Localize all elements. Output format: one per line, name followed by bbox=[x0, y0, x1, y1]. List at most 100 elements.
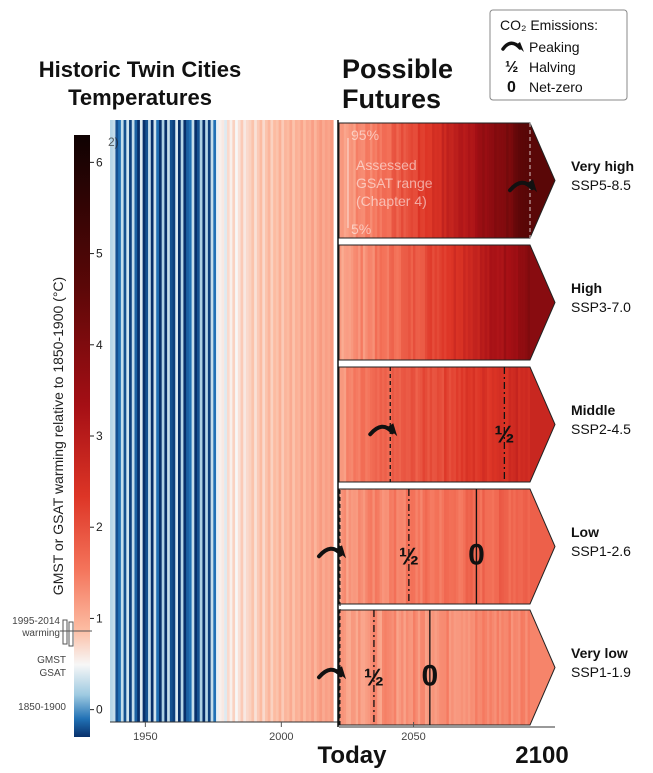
scenario-code: SSP1-2.6 bbox=[571, 543, 631, 559]
x-tick-label-2050: 2050 bbox=[401, 731, 425, 743]
peaking-icon bbox=[317, 667, 343, 680]
history-stripe-2014 bbox=[319, 120, 323, 722]
scenario-stripe bbox=[424, 489, 428, 604]
scenario-stripe bbox=[455, 245, 459, 360]
scenario-stripe bbox=[453, 123, 457, 238]
scenario-stripe bbox=[475, 245, 478, 360]
peaking-arrowhead-icon bbox=[527, 179, 537, 193]
scenario-stripe bbox=[467, 123, 471, 238]
colorbar-tick-label-2: 2 bbox=[96, 520, 103, 534]
scenario-stripe bbox=[427, 610, 431, 725]
scenario-stripe bbox=[389, 245, 393, 360]
history-stripe-1953 bbox=[153, 120, 157, 722]
history-stripe-1957 bbox=[164, 120, 168, 722]
scenario-stripe bbox=[455, 610, 459, 725]
scenario-stripe bbox=[350, 489, 354, 604]
history-stripe-2001 bbox=[284, 120, 288, 722]
scenario-stripe bbox=[379, 123, 383, 238]
scenario-stripe bbox=[420, 489, 424, 604]
scenario-stripe bbox=[434, 610, 438, 725]
history-stripe-1967 bbox=[191, 120, 195, 722]
history-stripe-1981 bbox=[229, 120, 233, 722]
history-stripe-1943 bbox=[126, 120, 130, 722]
scenario-stripe bbox=[477, 367, 481, 482]
scenario-stripe bbox=[417, 610, 421, 725]
history-stripe-2000 bbox=[281, 120, 285, 722]
scenario-stripe bbox=[522, 367, 526, 482]
scenario-stripe bbox=[422, 245, 426, 360]
legend-label-peaking: Peaking bbox=[529, 39, 580, 55]
scenario-stripe bbox=[372, 610, 376, 725]
peaking-arrowhead-icon bbox=[387, 423, 398, 437]
scenario-stripe bbox=[379, 367, 383, 482]
warming-label-1: 1995-2014 bbox=[12, 616, 60, 627]
emissions-legend: CO₂ Emissions: Peaking ½ Halving 0 Net-z… bbox=[489, 9, 628, 101]
scenario-stripe bbox=[384, 367, 388, 482]
scenario-stripe bbox=[472, 489, 476, 604]
scenario-stripe bbox=[403, 245, 407, 360]
scenario-code: SSP1-1.9 bbox=[571, 664, 631, 680]
scenario-stripe bbox=[479, 245, 483, 360]
scenario-stripe bbox=[527, 489, 531, 604]
scenario-stripe bbox=[427, 245, 431, 360]
scenario-stripe bbox=[484, 610, 488, 725]
gsat-label: GSAT bbox=[40, 668, 66, 679]
legend-label-netzero: Net-zero bbox=[529, 79, 583, 95]
scenario-stripe bbox=[465, 489, 469, 604]
history-stripe-1997 bbox=[273, 120, 277, 722]
scenario-stripe bbox=[360, 489, 364, 604]
scenario-stripe bbox=[365, 489, 369, 604]
scenario-stripe bbox=[515, 367, 519, 482]
scenario-stripe bbox=[379, 610, 383, 725]
history-title-line2: Temperatures bbox=[68, 85, 212, 110]
scenario-stripe bbox=[501, 610, 505, 725]
history-stripe-1999 bbox=[278, 120, 282, 722]
history-stripe-1948 bbox=[139, 120, 144, 722]
scenario-stripe bbox=[506, 367, 510, 482]
scenario-stripe bbox=[458, 367, 462, 482]
scenario-stripe bbox=[362, 367, 366, 482]
scenario-stripe bbox=[377, 489, 381, 604]
scenario-stripe bbox=[446, 245, 450, 360]
scenario-stripe bbox=[424, 123, 428, 238]
scenario-stripe bbox=[384, 489, 388, 604]
scenario-stripe bbox=[422, 610, 426, 725]
scenario-stripe bbox=[434, 123, 438, 238]
scenario-stripe bbox=[374, 123, 378, 238]
scenario-stripe bbox=[408, 245, 412, 360]
scenario-stripe bbox=[460, 610, 464, 725]
scenario-stripe bbox=[494, 610, 498, 725]
scenario-stripe bbox=[391, 610, 395, 725]
scenario-stripe bbox=[489, 245, 493, 360]
scenario-stripe bbox=[501, 245, 505, 360]
history-stripes bbox=[110, 120, 338, 723]
scenario-stripe bbox=[496, 367, 500, 482]
scenario-stripe bbox=[362, 489, 366, 604]
scenario-stripe bbox=[510, 123, 514, 238]
scenario-stripe bbox=[432, 489, 435, 604]
history-stripe-1965 bbox=[186, 120, 190, 722]
scenario-stripe bbox=[420, 367, 424, 482]
scenario-stripe bbox=[417, 489, 421, 604]
scenario-stripe bbox=[422, 123, 426, 238]
history-stripe-1973 bbox=[207, 120, 212, 722]
legend-symbol-netzero: 0 bbox=[507, 79, 516, 96]
scenario-stripe bbox=[358, 245, 361, 360]
history-stripe-1938 bbox=[112, 120, 117, 722]
scenario-stripe bbox=[401, 610, 404, 725]
scenario-stripe bbox=[360, 245, 364, 360]
scenario-stripe bbox=[498, 610, 502, 725]
scenario-stripe bbox=[515, 489, 519, 604]
history-stripe-2015 bbox=[322, 120, 326, 722]
scenario-stripe bbox=[491, 610, 495, 725]
scenario-stripe bbox=[465, 367, 469, 482]
scenario-stripe bbox=[498, 245, 502, 360]
scenario-name: Middle bbox=[571, 402, 616, 418]
net-zero-symbol: 0 bbox=[421, 659, 438, 692]
scenario-stripe bbox=[432, 610, 435, 725]
scenario-stripe bbox=[391, 245, 395, 360]
history-stripe-1944 bbox=[129, 120, 133, 722]
scenario-stripe bbox=[496, 489, 500, 604]
history-stripe-1961 bbox=[175, 120, 179, 722]
scenario-stripe bbox=[436, 245, 440, 360]
